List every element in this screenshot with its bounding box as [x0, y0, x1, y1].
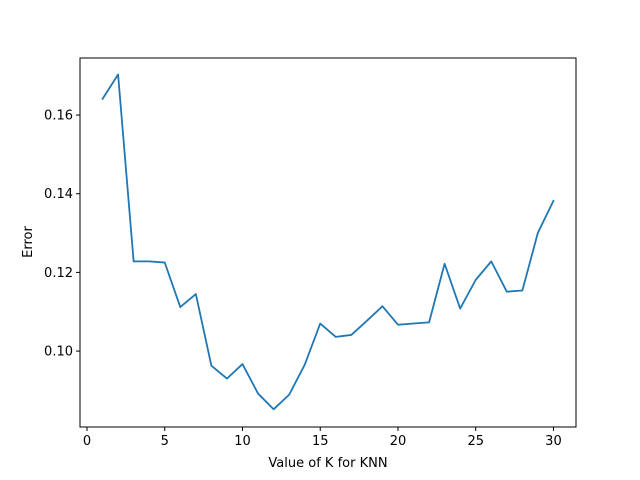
x-tick-label: 10: [234, 434, 251, 449]
y-tick-label: 0.16: [44, 109, 73, 124]
y-axis-label: Error: [21, 226, 36, 258]
x-tick-label: 15: [312, 434, 329, 449]
x-tick-label: 0: [83, 434, 91, 449]
series-layer: [101, 73, 555, 411]
x-axis: 0 5 10 15 20 25 30: [83, 427, 562, 449]
x-tick-label: 25: [467, 434, 484, 449]
x-axis-label: Value of K for KNN: [268, 456, 387, 471]
y-tick-label: 0.10: [44, 345, 73, 360]
y-tick-label: 0.14: [44, 187, 73, 202]
plot-frame: [79, 57, 577, 428]
x-tick-label: 30: [545, 434, 562, 449]
x-tick-label: 5: [161, 434, 169, 449]
series-line: [101, 73, 555, 411]
y-tick-label: 0.12: [44, 266, 73, 281]
y-axis: 0.10 0.12 0.14 0.16: [44, 109, 80, 360]
x-tick-label: 20: [390, 434, 407, 449]
plot-background: [80, 58, 576, 427]
